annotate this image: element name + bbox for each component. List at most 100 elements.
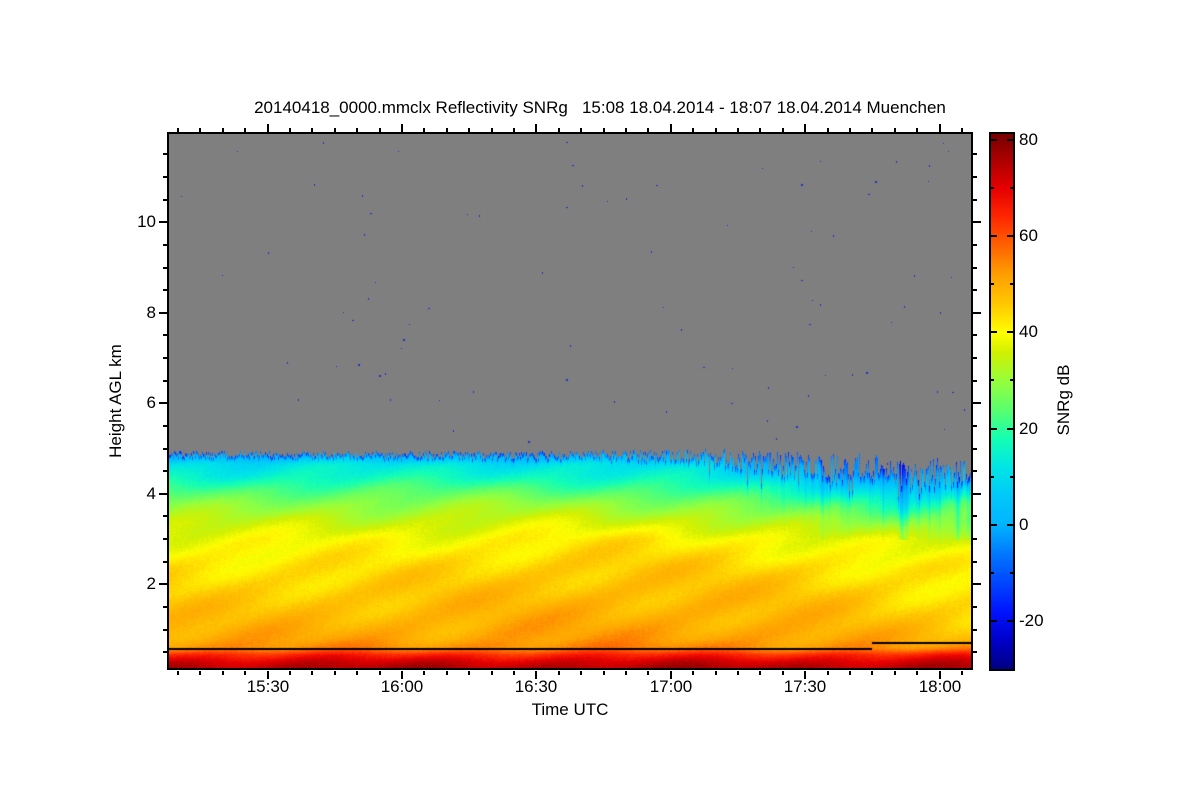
y-tick-right: [973, 470, 977, 472]
x-tick-bottom: [580, 671, 582, 675]
y-tick-label: 6: [146, 393, 156, 412]
x-tick-bottom: [715, 671, 717, 675]
y-tick-right: [973, 221, 981, 223]
y-tick-right: [973, 583, 981, 585]
y-tick-left: [159, 583, 167, 585]
x-tick-bottom: [670, 671, 672, 679]
x-tick-top: [692, 128, 694, 132]
y-tick-left: [163, 176, 167, 178]
colorbar-tick-left: [991, 283, 994, 285]
x-tick-bottom: [782, 671, 784, 675]
x-tick-label: 17:00: [649, 677, 693, 696]
y-tick-right: [973, 515, 977, 517]
colorbar-tick-label: 80: [1019, 130, 1038, 149]
y-tick-left: [163, 606, 167, 608]
x-tick-bottom: [894, 671, 896, 675]
y-tick-left: [163, 244, 167, 246]
x-tick-bottom: [491, 671, 493, 675]
y-tick-right: [973, 448, 977, 450]
x-tick-bottom: [311, 671, 313, 675]
x-tick-top: [715, 128, 717, 132]
y-tick-left: [163, 448, 167, 450]
y-tick-label: 10: [137, 212, 156, 231]
colorbar-tick-right: [1010, 187, 1013, 189]
x-tick-bottom: [535, 671, 537, 679]
y-tick-right: [973, 606, 977, 608]
x-tick-top: [827, 128, 829, 132]
y-tick-label: 4: [146, 484, 156, 503]
x-tick-bottom: [961, 671, 963, 675]
x-tick-top: [423, 128, 425, 132]
colorbar-canvas: [991, 134, 1013, 669]
x-tick-label: 15:30: [246, 677, 290, 696]
y-tick-label: 2: [146, 574, 156, 593]
x-tick-top: [401, 124, 403, 132]
x-tick-top: [379, 128, 381, 132]
chart-title: 20140418_0000.mmclx Reflectivity SNRg 15…: [254, 98, 946, 117]
x-tick-top: [603, 128, 605, 132]
y-tick-left: [163, 538, 167, 540]
y-tick-left: [163, 334, 167, 336]
x-tick-top: [849, 128, 851, 132]
y-tick-left: [163, 629, 167, 631]
y-tick-left: [163, 651, 167, 653]
x-tick-top: [871, 128, 873, 132]
y-tick-left: [163, 515, 167, 517]
x-tick-bottom: [334, 671, 336, 675]
x-tick-bottom: [423, 671, 425, 675]
x-tick-label: 17:30: [783, 677, 827, 696]
x-tick-top: [311, 128, 313, 132]
y-tick-right: [973, 289, 977, 291]
y-tick-left: [159, 402, 167, 404]
colorbar-tick-left: [991, 139, 997, 141]
x-tick-top: [670, 124, 672, 132]
x-tick-top: [759, 128, 761, 132]
y-tick-left: [163, 561, 167, 563]
y-tick-right: [973, 493, 981, 495]
colorbar-tick-left: [991, 620, 997, 622]
x-tick-top: [244, 128, 246, 132]
x-tick-bottom: [446, 671, 448, 675]
x-tick-top: [356, 128, 358, 132]
colorbar-tick-left: [991, 524, 997, 526]
y-tick-left: [163, 153, 167, 155]
x-tick-top: [558, 128, 560, 132]
colorbar-tick-label: 0: [1019, 515, 1029, 534]
y-tick-right: [973, 199, 977, 201]
x-tick-bottom: [625, 671, 627, 675]
x-tick-bottom: [871, 671, 873, 675]
x-tick-top: [916, 128, 918, 132]
colorbar-tick-label: 60: [1019, 226, 1038, 245]
y-tick-left: [163, 289, 167, 291]
y-tick-right: [973, 312, 981, 314]
y-tick-left: [163, 357, 167, 359]
colorbar-border: [989, 132, 1015, 671]
colorbar-tick-right: [1010, 379, 1013, 381]
x-tick-top: [289, 128, 291, 132]
colorbar-tick-right: [1010, 476, 1013, 478]
y-tick-left: [163, 267, 167, 269]
colorbar-tick-right: [1007, 235, 1013, 237]
y-tick-right: [973, 402, 981, 404]
x-tick-label: 16:00: [380, 677, 424, 696]
x-tick-bottom: [939, 671, 941, 679]
y-tick-right: [973, 561, 977, 563]
x-tick-top: [625, 128, 627, 132]
x-tick-top: [491, 128, 493, 132]
x-tick-bottom: [356, 671, 358, 675]
x-tick-top: [804, 124, 806, 132]
colorbar-tick-left: [991, 379, 994, 381]
x-tick-top: [513, 128, 515, 132]
x-tick-top: [894, 128, 896, 132]
x-tick-bottom: [558, 671, 560, 675]
x-tick-bottom: [468, 671, 470, 675]
x-tick-bottom: [692, 671, 694, 675]
colorbar-tick-left: [991, 476, 994, 478]
x-tick-bottom: [603, 671, 605, 675]
y-tick-left: [163, 380, 167, 382]
colorbar-tick-left: [991, 331, 997, 333]
x-axis-label: Time UTC: [531, 700, 609, 719]
x-tick-top: [334, 128, 336, 132]
x-tick-bottom: [267, 671, 269, 679]
